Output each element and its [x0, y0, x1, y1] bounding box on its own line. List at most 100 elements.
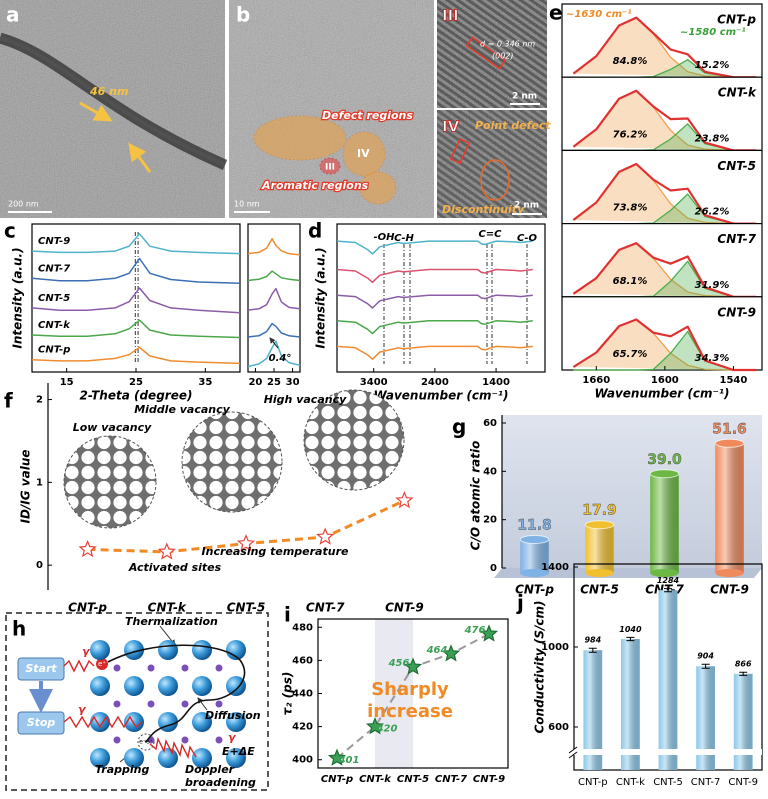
y-tick-label: 1: [36, 477, 43, 488]
y-tick-label: 420: [292, 722, 313, 733]
axis-break: [568, 749, 762, 755]
y-tick-label: 600: [548, 722, 569, 733]
atom: [158, 712, 178, 732]
error-bar: [588, 647, 597, 653]
subplot-title: CNT-p: [717, 13, 756, 27]
x-tick-label: 30: [286, 377, 300, 388]
x-tick-label: 1660: [582, 375, 610, 386]
diagram-label: Trapping: [95, 763, 149, 776]
x-tick-label: CNT-5: [580, 583, 619, 597]
line: [336, 240, 533, 255]
x-tick-label: CNT-p: [515, 583, 554, 597]
line: [336, 320, 533, 335]
panel-label: III: [442, 7, 459, 25]
y-axis-label: C/O atomic ratio: [469, 441, 483, 551]
panel-label: e: [549, 1, 563, 25]
positron: [96, 658, 108, 670]
line: [31, 346, 241, 365]
highlight-band: [375, 619, 413, 768]
vacancy-illustration: [303, 389, 405, 491]
x-tick-label: CNT-5: [653, 777, 683, 788]
vacancy-site: [113, 700, 121, 708]
line: [31, 319, 241, 339]
scale-bar-label: 2 nm: [512, 92, 537, 102]
value-label: 17.9: [582, 503, 617, 519]
annotation: Increasing temperature: [202, 545, 349, 558]
x-tick-label: CNT-k: [148, 601, 187, 615]
panel-label: i: [284, 603, 291, 627]
error-bar: [664, 588, 672, 593]
panel-label: c: [4, 219, 16, 243]
area-label: 65.7%: [613, 349, 648, 360]
value-label: 464: [426, 645, 448, 656]
x-tick-label: 2400: [421, 377, 449, 388]
diagram-label: Stop: [27, 716, 56, 729]
panel-label: f: [4, 389, 13, 413]
diagram-label: broadening: [185, 776, 256, 789]
x-tick-label: CNT-7: [435, 774, 467, 785]
panel-label: j: [516, 591, 524, 615]
panel-label: g: [452, 415, 466, 439]
y-axis-label: Intensity (a.u.): [314, 247, 328, 348]
area-label: 34.3%: [695, 353, 730, 364]
atom: [124, 676, 144, 696]
x-tick-label: CNT-p: [578, 777, 608, 788]
atom: [192, 640, 212, 660]
annotation: increase: [367, 701, 453, 722]
y-tick-label: 40: [483, 466, 497, 477]
y-axis-label: Conductivity (S/cm): [533, 601, 547, 734]
tem-image-a: a 46 nm 200 nm: [0, 0, 228, 218]
line: [247, 287, 301, 311]
gamma-ray: [63, 715, 143, 729]
subplot-frame: [561, 149, 763, 225]
area-label: 84.8%: [613, 56, 648, 67]
subplot-title: CNT-k: [718, 86, 757, 100]
annotation: d = 0.346 nm: [480, 40, 535, 49]
vacancy-site: [181, 664, 189, 672]
line: [31, 257, 241, 284]
bar-top: [584, 520, 615, 530]
defect-region: [359, 171, 397, 205]
value-label: 456: [388, 658, 410, 669]
gamma-ray: [63, 659, 95, 673]
annotation: High vacancy: [264, 393, 347, 406]
x-tick-label: CNT-9: [473, 774, 505, 785]
bar-shine: [658, 590, 678, 770]
atom: [192, 748, 212, 768]
annotation: Middle vacancy: [134, 403, 230, 416]
value-label: 476: [464, 625, 486, 636]
line: [247, 322, 301, 338]
x-tick-label: CNT-p: [68, 601, 107, 615]
band-fit: [572, 89, 757, 152]
y-tick-label: 60: [483, 418, 497, 429]
star-marker: [327, 748, 347, 766]
line: [336, 294, 533, 309]
error-bar: [701, 663, 710, 669]
pointer: [197, 697, 208, 711]
annotation: III: [325, 163, 335, 173]
atom: [158, 676, 178, 696]
annotation: Activated sites: [128, 561, 222, 574]
y-tick-label: 1000: [541, 642, 569, 653]
annotation: Defect regions: [322, 109, 413, 122]
atom: [124, 712, 144, 732]
x-tick-label: CNT-7: [691, 777, 721, 788]
line: [31, 233, 241, 255]
x-tick-label: CNT-9: [728, 777, 758, 788]
diagram-label: Diffusion: [205, 709, 261, 722]
hrtem-image-iii: III d = 0.346 nm (002) 2 nm: [437, 0, 547, 108]
area-label: 23.8%: [695, 133, 730, 144]
hrtem-image-iv: IV Point defect Discontinuity 2 nm: [437, 110, 551, 218]
annotation: Point defect: [475, 119, 551, 132]
aromatic-region: [319, 157, 341, 175]
bar-top: [714, 438, 745, 448]
annotation: (002): [492, 52, 514, 61]
line: [31, 287, 241, 314]
atom: [124, 748, 144, 768]
band-fit: [572, 242, 757, 298]
diagram-frame: [5, 612, 269, 791]
bar-base: [715, 569, 744, 577]
x-tick-label: CNT-p: [321, 774, 353, 785]
y-tick-label: 440: [292, 689, 313, 700]
band-fit: [572, 162, 757, 225]
